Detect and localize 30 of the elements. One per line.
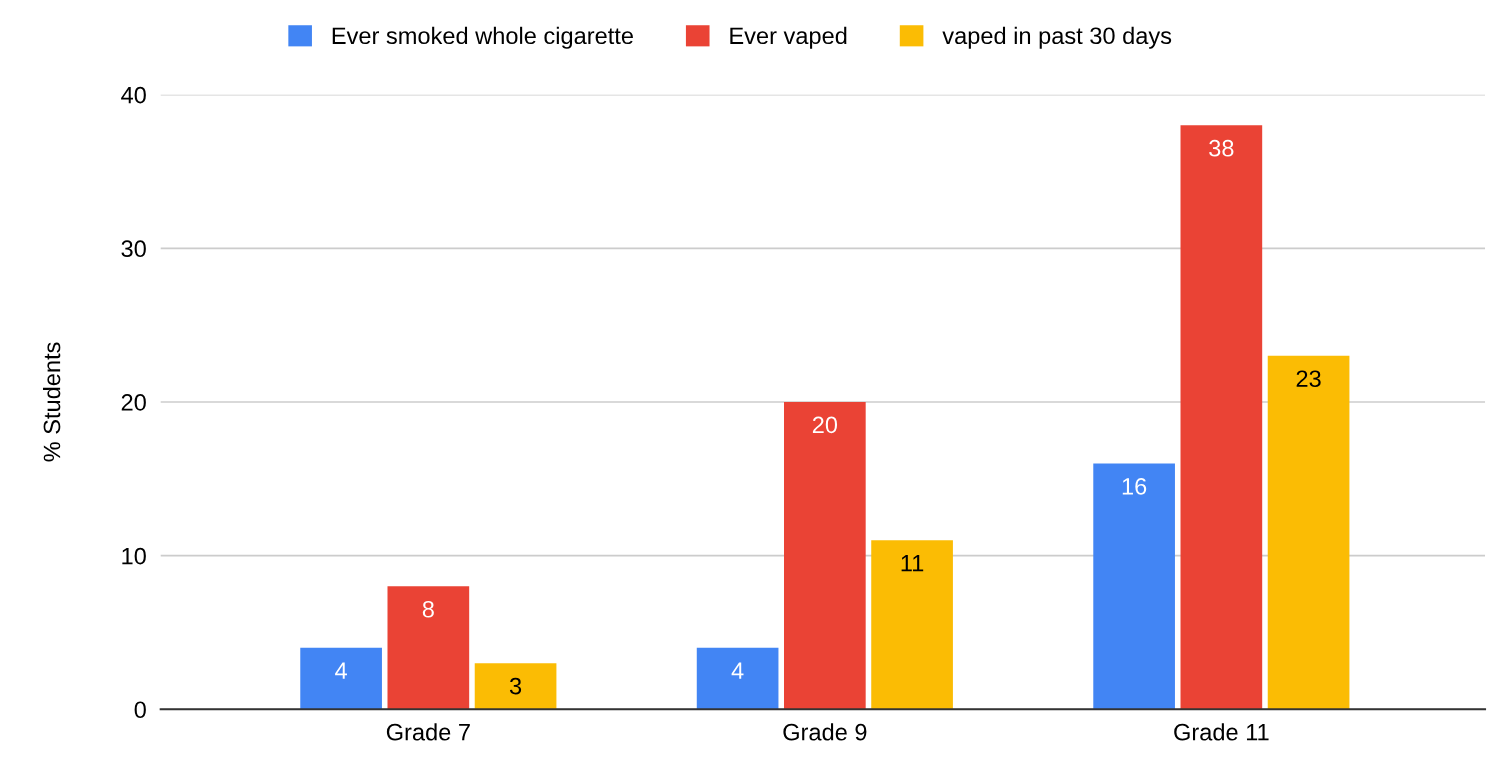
data-label: 4 [335, 662, 347, 679]
data-label: 4 [731, 662, 744, 679]
bar [474, 663, 557, 710]
bar [871, 540, 953, 710]
x-tick-label: Grade 9 [783, 723, 867, 741]
x-tick-label: Grade 11 [1174, 723, 1269, 741]
data-label: 38 [1209, 139, 1234, 157]
bar [387, 586, 470, 710]
y-tick-label: 10 [122, 547, 146, 565]
bar [1180, 125, 1263, 710]
bar [1267, 355, 1350, 710]
x-tick-label: Grade 7 [386, 723, 470, 741]
data-label: 23 [1296, 370, 1321, 388]
y-tick-label: 20 [121, 394, 146, 411]
bar [696, 647, 779, 710]
data-label: 3 [509, 677, 522, 695]
legend-label: Ever vaped [730, 26, 847, 49]
legend-label: Ever smoked whole cigarette [332, 26, 633, 49]
legend-label: vaped in past 30 days [942, 26, 1172, 49]
y-axis-title: % Students [42, 342, 61, 462]
y-tick-label: 40 [121, 86, 146, 104]
data-label: 11 [901, 555, 924, 572]
data-label: 8 [422, 600, 434, 618]
data-label: 20 [812, 416, 838, 434]
bar [300, 647, 382, 710]
y-tick-label: 0 [134, 701, 146, 719]
bar [784, 401, 866, 710]
data-label: 16 [1122, 477, 1147, 495]
y-tick-label: 30 [121, 240, 146, 258]
bar [1093, 463, 1175, 710]
